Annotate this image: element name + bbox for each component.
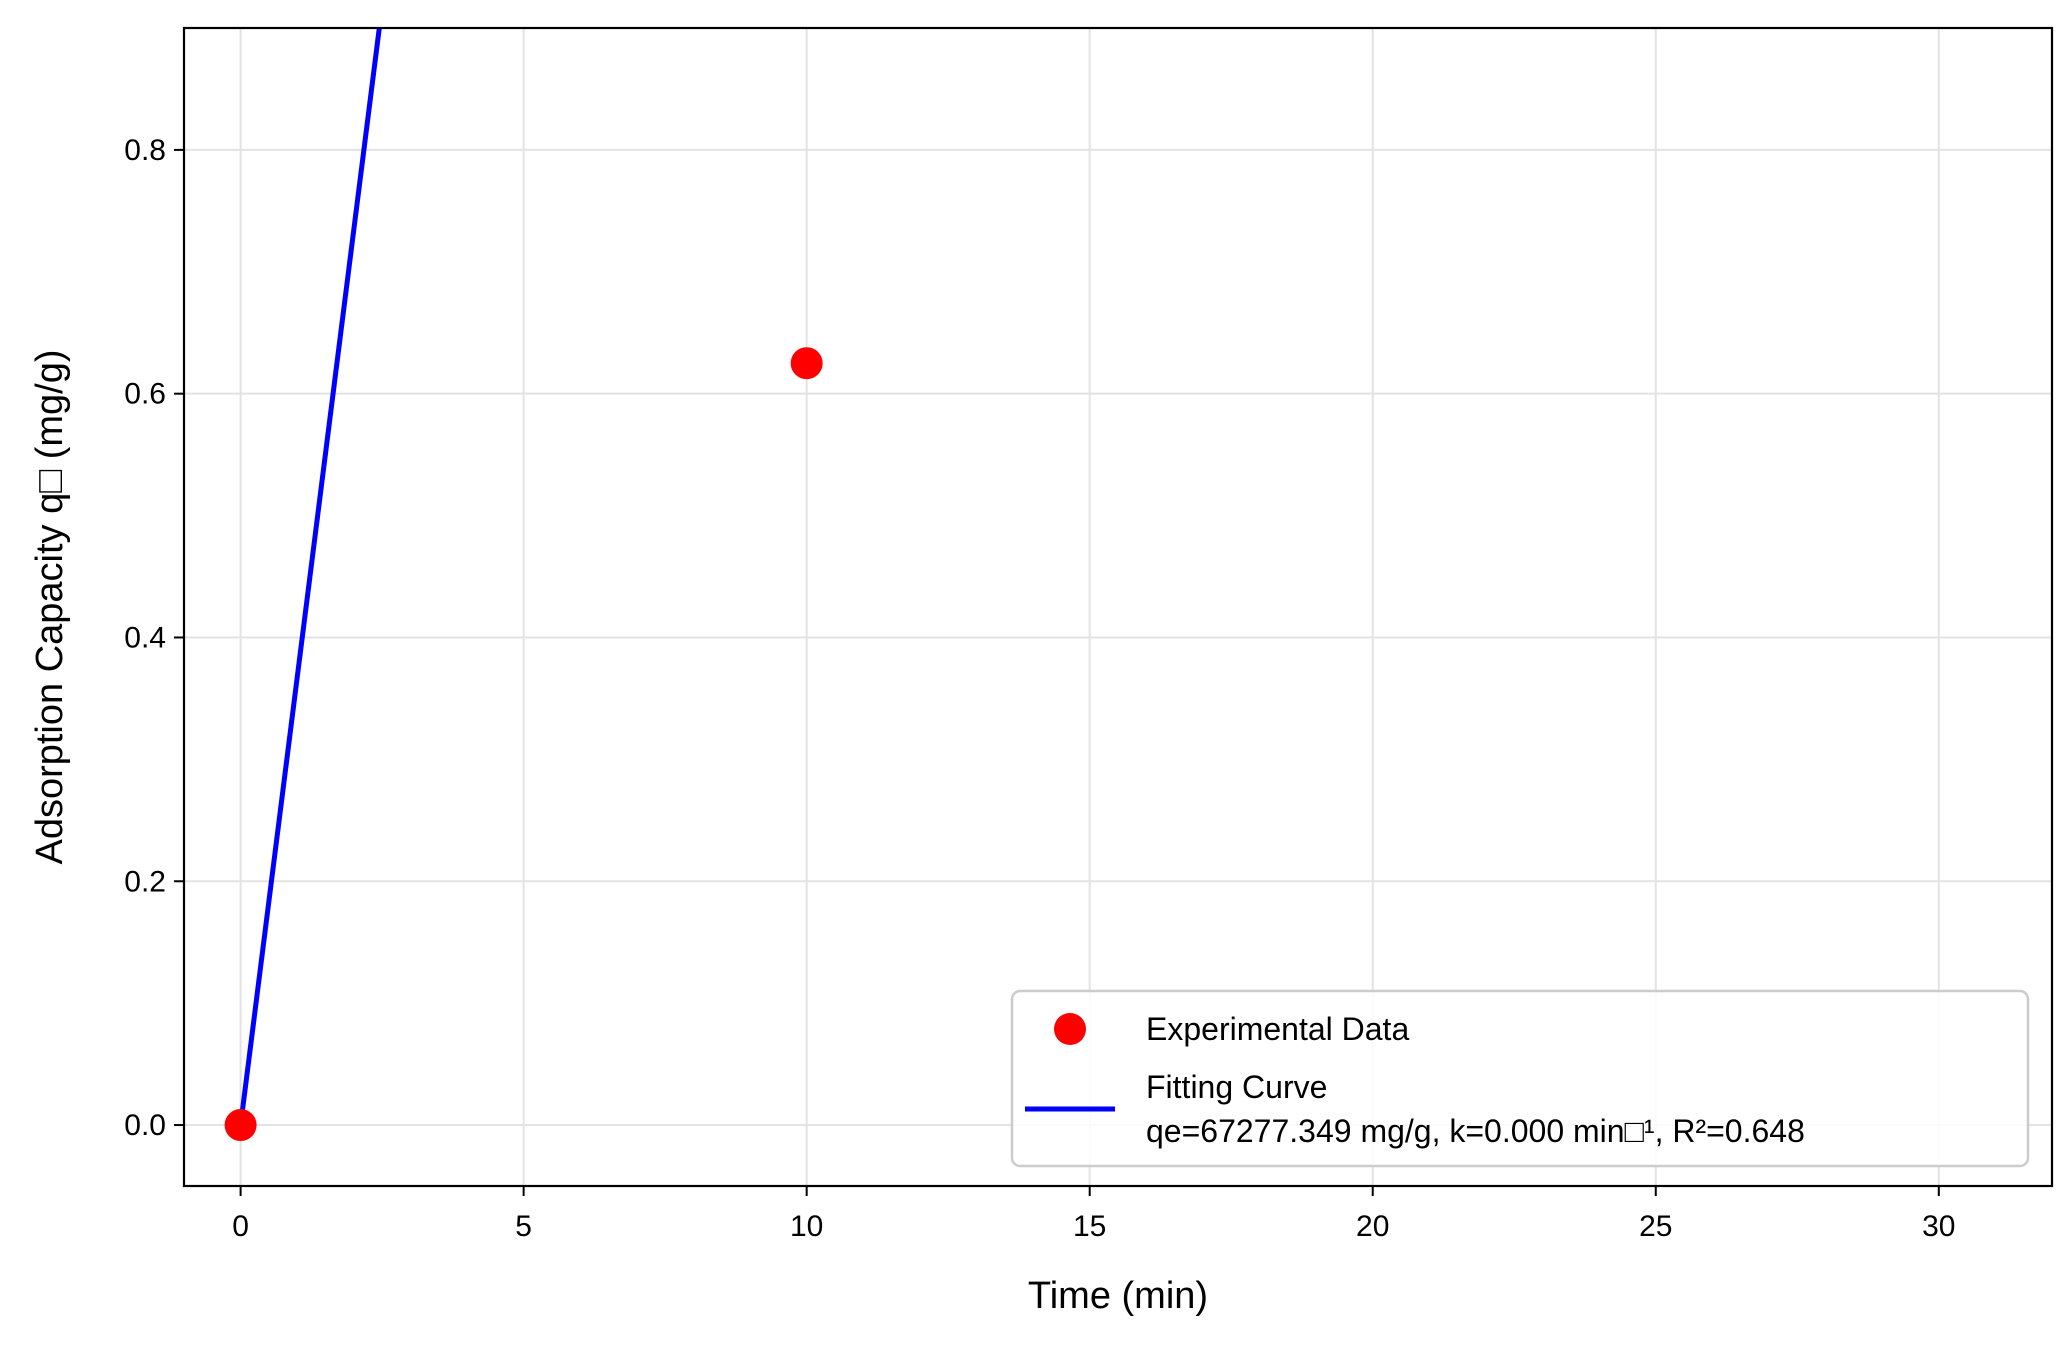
fitting-curve-line — [238, 28, 382, 1126]
x-tick-label: 5 — [515, 1210, 532, 1243]
experimental-data-point — [790, 347, 823, 380]
legend: Experimental Data Fitting Curve qe=67277… — [1010, 989, 2030, 1168]
x-axis-ticks: 0 5 10 15 20 25 30 — [232, 1186, 1955, 1243]
x-tick-label: 20 — [1356, 1210, 1389, 1243]
y-tick-label: 0.6 — [124, 378, 166, 411]
y-tick-label: 0.0 — [124, 1109, 166, 1142]
y-tick-label: 0.2 — [124, 865, 166, 898]
plot-frame — [182, 26, 2054, 1188]
grid — [184, 28, 2052, 1186]
y-axis-label: Adsorption Capacity q□ (mg/g) — [29, 349, 71, 864]
plot-area — [224, 28, 823, 1142]
legend-label-fitting-curve: Fitting Curve — [1146, 1069, 1327, 1105]
legend-label-fitting-params: qe=67277.349 mg/g, k=0.000 min□¹, R²=0.6… — [1146, 1113, 1805, 1149]
legend-marker-experimental-data — [1054, 1013, 1086, 1045]
x-tick-label: 0 — [232, 1210, 249, 1243]
y-tick-label: 0.8 — [124, 134, 166, 167]
x-tick-label: 25 — [1639, 1210, 1672, 1243]
experimental-data-point — [224, 1109, 257, 1142]
legend-label-experimental-data: Experimental Data — [1146, 1011, 1409, 1047]
x-tick-label: 10 — [790, 1210, 823, 1243]
x-axis-label: Time (min) — [1028, 1275, 1208, 1317]
x-tick-label: 15 — [1073, 1210, 1106, 1243]
x-tick-label: 30 — [1922, 1210, 1955, 1243]
legend-box — [1010, 989, 2030, 1168]
y-tick-label: 0.4 — [124, 621, 166, 654]
y-axis-ticks: 0.0 0.2 0.4 0.6 0.8 — [124, 134, 184, 1142]
